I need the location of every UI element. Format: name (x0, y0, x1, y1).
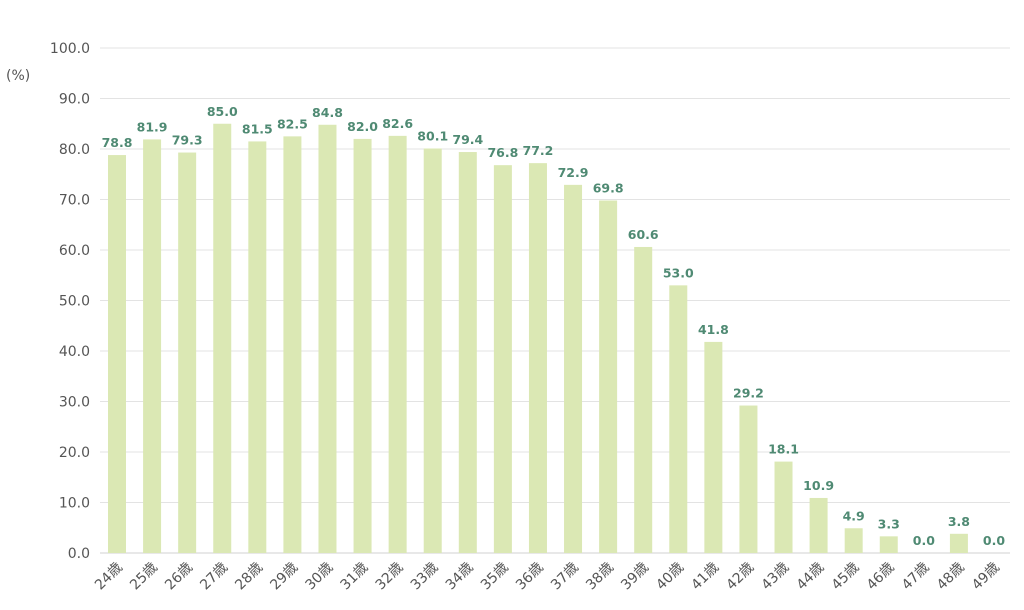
bar (248, 141, 267, 554)
x-tick-label: 38歳 (583, 560, 617, 594)
data-label: 41.8 (698, 322, 729, 337)
x-tick-label: 25歳 (127, 560, 161, 594)
x-tick-label: 28歳 (232, 560, 266, 594)
y-tick-label: 20.0 (59, 445, 90, 461)
data-label: 76.8 (487, 145, 518, 160)
data-label: 77.2 (523, 143, 554, 158)
x-tick-label: 48歳 (934, 560, 968, 594)
bar (493, 165, 512, 553)
y-tick-label: 50.0 (59, 294, 90, 310)
x-tick-label: 42歳 (723, 560, 757, 594)
data-label: 82.0 (347, 119, 378, 134)
x-tick-label: 32歳 (373, 560, 407, 594)
bar (213, 123, 232, 553)
y-tick-label: 70.0 (59, 193, 90, 209)
y-tick-label: 90.0 (59, 92, 90, 108)
data-label: 79.4 (452, 132, 483, 147)
x-tick-label: 37歳 (548, 560, 582, 594)
bar (564, 184, 583, 554)
data-label: 81.5 (242, 121, 273, 136)
y-axis-unit-label: (%) (6, 68, 30, 84)
x-tick-label: 24歳 (92, 560, 126, 594)
bar (669, 285, 688, 553)
y-tick-label: 30.0 (59, 395, 90, 411)
bar (528, 163, 547, 553)
data-label: 78.8 (102, 135, 133, 150)
bar (739, 405, 758, 553)
bar (634, 246, 653, 553)
bar (108, 155, 126, 553)
data-label: 81.9 (137, 119, 168, 134)
x-tick-label: 41歳 (688, 560, 722, 594)
y-tick-label: 0.0 (68, 546, 90, 562)
y-tick-label: 100.0 (50, 41, 90, 57)
data-label: 85.0 (207, 104, 238, 119)
x-tick-label: 45歳 (829, 560, 863, 594)
x-tick-label: 36歳 (513, 560, 547, 594)
x-tick-label: 40歳 (653, 560, 687, 594)
bar (844, 528, 863, 553)
x-tick-label: 33歳 (408, 560, 442, 594)
data-label: 53.0 (663, 265, 694, 280)
data-label: 18.1 (768, 442, 799, 457)
bar (599, 200, 618, 553)
data-label: 0.0 (913, 533, 935, 548)
x-tick-label: 26歳 (162, 560, 196, 594)
bar (423, 148, 442, 553)
bar (283, 136, 302, 553)
bar (879, 536, 898, 553)
bar (143, 139, 162, 553)
bar (178, 152, 197, 553)
bar (949, 533, 968, 553)
y-tick-label: 80.0 (59, 142, 90, 158)
bar (458, 152, 477, 553)
x-tick-label: 27歳 (197, 560, 231, 594)
x-tick-label: 29歳 (267, 560, 301, 594)
x-tick-label: 46歳 (864, 560, 898, 594)
x-tick-label: 49歳 (969, 560, 1003, 594)
bar (318, 124, 337, 553)
bar (353, 138, 372, 553)
bar (388, 135, 407, 553)
data-label: 29.2 (733, 386, 764, 401)
y-tick-label: 10.0 (59, 496, 90, 512)
x-tick-label: 47歳 (899, 560, 933, 594)
data-label: 82.6 (382, 116, 413, 131)
data-label: 69.8 (593, 181, 624, 196)
bar (704, 341, 723, 553)
data-label: 84.8 (312, 105, 343, 120)
x-tick-label: 35歳 (478, 560, 512, 594)
data-label: 3.3 (878, 516, 900, 531)
data-label: 0.0 (983, 533, 1005, 548)
data-label: 3.8 (948, 514, 970, 529)
x-tick-label: 34歳 (443, 560, 477, 594)
data-label: 10.9 (803, 478, 834, 493)
x-tick-label: 44歳 (794, 560, 828, 594)
y-tick-label: 60.0 (59, 243, 90, 259)
y-tick-label: 40.0 (59, 344, 90, 360)
x-tick-label: 39歳 (618, 560, 652, 594)
x-tick-label: 43歳 (759, 560, 793, 594)
data-label: 79.3 (172, 133, 203, 148)
data-label: 72.9 (558, 165, 589, 180)
data-label: 60.6 (628, 227, 659, 242)
x-tick-label: 30歳 (302, 560, 336, 594)
bar (774, 461, 793, 553)
data-label: 4.9 (843, 508, 865, 523)
data-label: 80.1 (417, 128, 448, 143)
data-label: 82.5 (277, 116, 308, 131)
x-tick-label: 31歳 (338, 560, 372, 594)
bar (809, 497, 828, 553)
